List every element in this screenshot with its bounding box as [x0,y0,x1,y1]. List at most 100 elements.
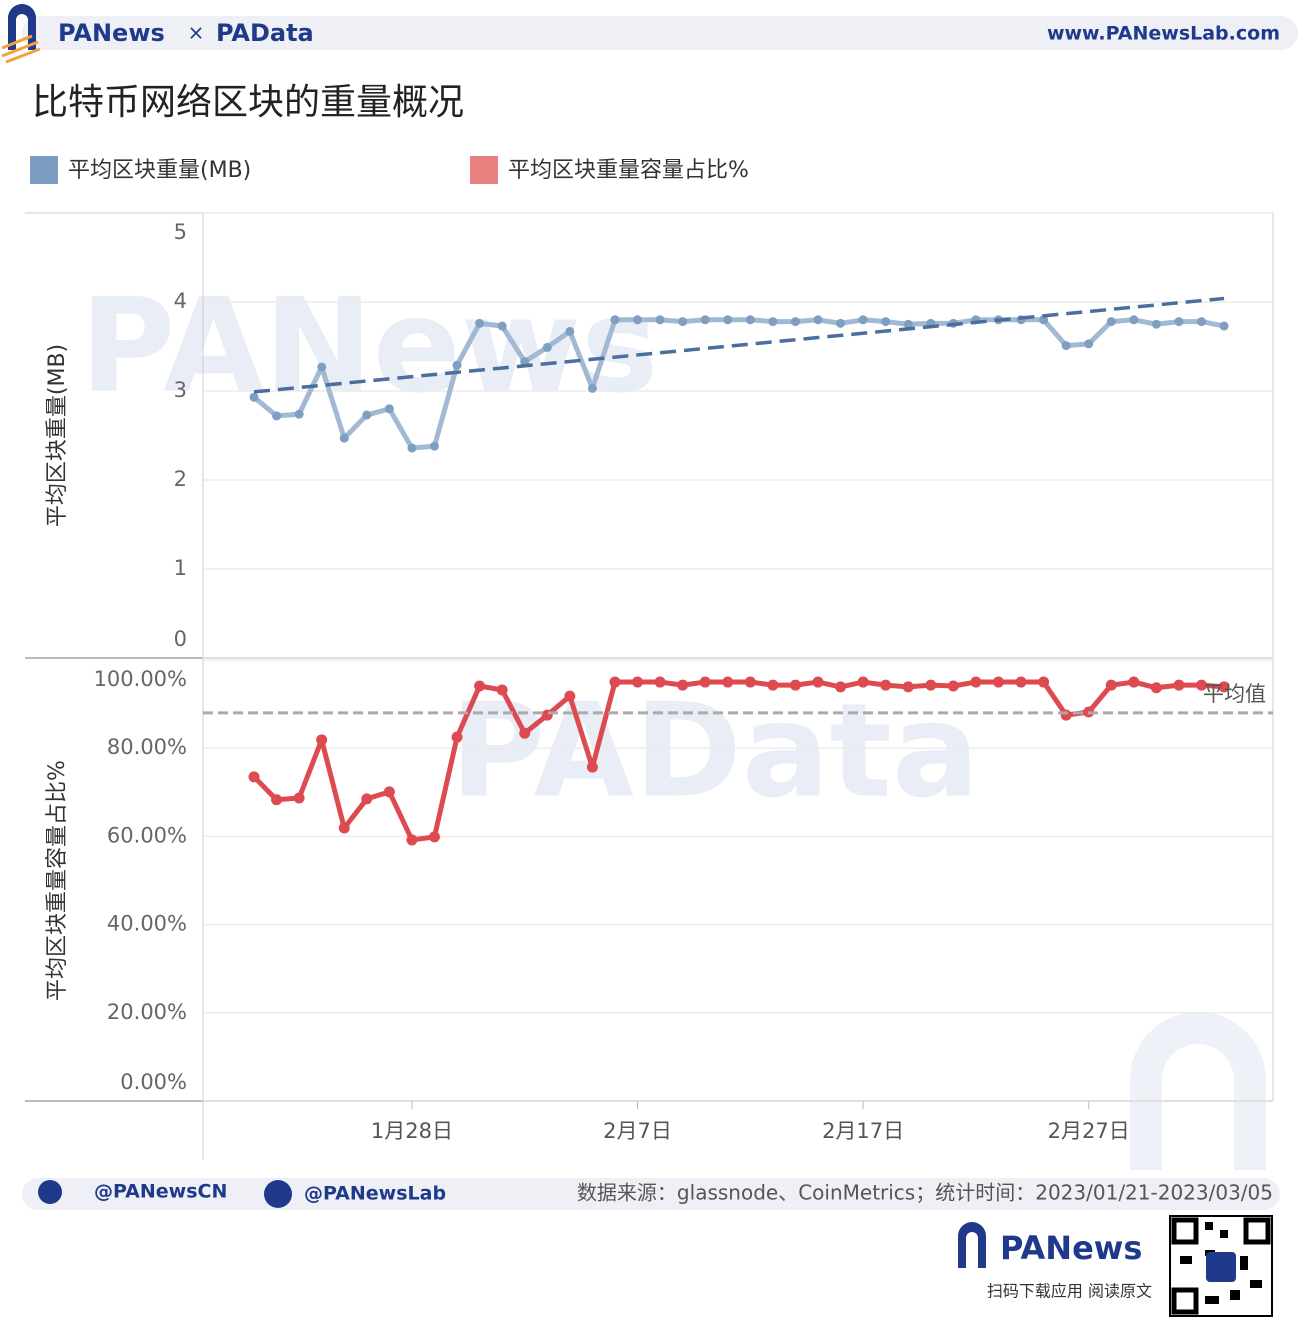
data-point [654,676,666,688]
y-axis-title: 平均区块重量(MB) [45,344,70,527]
data-point [272,411,282,421]
y-tick-label: 0 [174,627,187,651]
data-point [474,680,486,692]
data-point [699,676,711,688]
data-point [835,681,847,693]
reference-label: 平均值 [1203,682,1266,706]
legend-label: 平均区块重量(MB) [68,158,251,183]
facebook-handle: @PANewsLab [304,1183,446,1205]
data-point [1128,676,1140,688]
data-point [902,681,914,693]
data-point [1197,317,1207,327]
data-point [1151,319,1161,329]
footer-logo [958,1222,986,1268]
y-tick-label: 0.00% [120,1070,187,1094]
data-point [362,410,372,420]
watermark: PAData [450,675,979,827]
y-tick-label: 60.00% [107,823,187,847]
footer-brand: PANews [1000,1229,1142,1267]
data-point [836,318,846,328]
y-tick-label: 3 [174,378,187,402]
data-point [428,831,440,843]
data-point [587,383,597,393]
data-point [452,360,462,370]
data-point [812,676,824,688]
data-point [586,761,598,773]
watermark: PANews [80,270,658,422]
plot: 0 1 2 3 4 5 平均区块重量(MB) 0.00% 20.00% 40.00% 60.00% 8… [25,212,1274,1160]
data-point [881,317,891,327]
y-tick-label: 5 [174,220,187,244]
y-tick-label: 40.00% [107,912,187,936]
data-point [1173,679,1185,691]
data-point [519,727,531,739]
data-point [790,317,800,327]
data-point [1218,681,1230,693]
legend-swatch [470,156,498,184]
legend-swatch [30,156,58,184]
data-point [1015,676,1027,688]
brand-times: × [188,21,205,45]
data-point [496,684,508,696]
data-point [723,315,733,325]
data-point [1084,339,1094,349]
data-point [858,315,868,325]
data-point [565,326,575,336]
legend: 平均区块重量(MB) 平均区块重量容量占比% [30,156,749,184]
data-point [384,404,394,414]
facebook-icon [264,1180,292,1208]
data-point [880,679,892,691]
data-point [903,319,913,329]
x-tick-label: 2月27日 [1048,1119,1130,1143]
data-point [317,362,327,372]
chart-title: 比特币网络区块的重量概况 [32,82,464,123]
brand-left: PANews [58,19,165,47]
data-point [745,315,755,325]
data-point [1105,679,1117,691]
data-point [767,679,779,691]
data-point [475,318,485,328]
footer-bar [22,1178,1280,1210]
data-point [1061,341,1071,351]
data-point [789,679,801,691]
trend-line [253,296,1225,394]
url: www.PANewsLab.com [1047,23,1280,45]
data-point [925,679,937,691]
data-point [722,676,734,688]
data-point [542,342,552,352]
data-point [633,315,643,325]
data-point [429,441,439,451]
data-point [248,771,260,783]
data-point [700,315,710,325]
data-point [1196,679,1208,691]
data-point [383,786,395,798]
data-point [610,315,620,325]
y-axis-title: 平均区块重量容量占比% [45,760,70,1001]
data-point [655,315,665,325]
data-point [947,680,959,692]
legend-label: 平均区块重量容量占比% [508,158,749,183]
data-point [361,793,373,805]
data-point [632,676,644,688]
data-point [677,679,689,691]
y-tick-label: 100.00% [94,667,187,691]
y-tick-label: 2 [174,467,187,491]
data-point [564,690,576,702]
data-point [293,792,305,804]
data-point [857,676,869,688]
data-point [768,317,778,327]
data-point [678,317,688,327]
data-point [406,834,418,846]
data-point [992,676,1004,688]
data-point [1219,321,1229,331]
brand-right: PAData [216,19,314,47]
data-point [497,321,507,331]
watermark-logo [1130,1012,1266,1170]
data-point [339,433,349,443]
y-tick-label: 1 [174,556,187,580]
x-tick-label: 1月28日 [371,1119,453,1143]
data-point [1039,315,1049,325]
data-point [271,794,283,806]
data-point [1174,317,1184,327]
